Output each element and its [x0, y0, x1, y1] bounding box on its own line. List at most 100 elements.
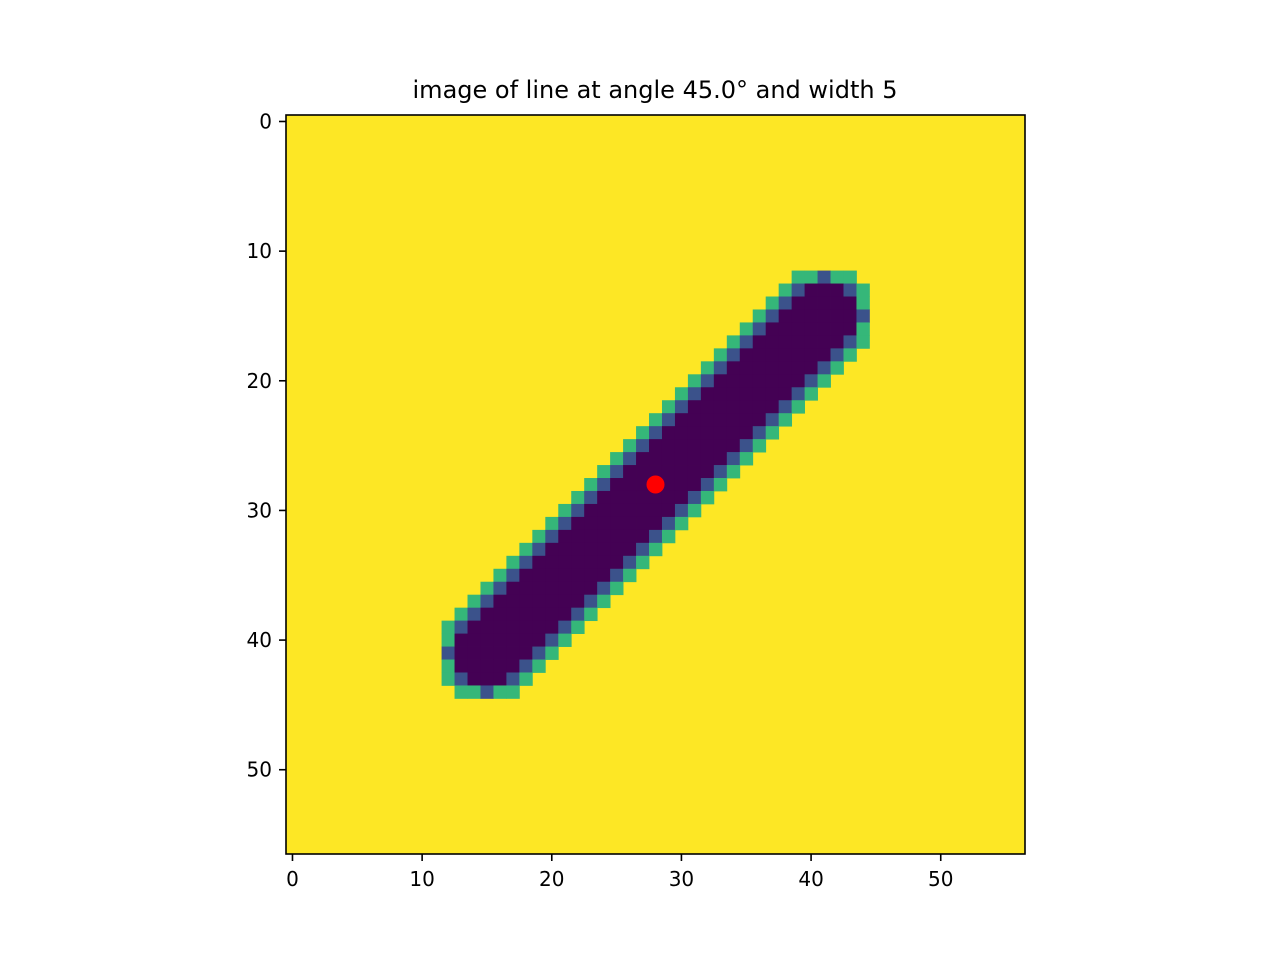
image-pixel: [597, 581, 611, 596]
image-pixel: [804, 296, 818, 310]
image-pixel: [765, 374, 780, 388]
image-pixel: [649, 452, 663, 466]
image-pixel: [493, 607, 507, 622]
image-pixel: [700, 400, 715, 414]
image-pixel: [610, 452, 624, 466]
image-pixel: [597, 478, 611, 492]
image-pixel: [765, 335, 780, 349]
image-pixel: [726, 400, 741, 414]
x-tick-label: 40: [798, 867, 823, 891]
image-pixel: [610, 465, 624, 479]
image-pixel: [791, 348, 805, 362]
image-pixel: [843, 335, 857, 349]
image-pixel: [597, 542, 611, 557]
image-pixel: [493, 581, 507, 596]
image-pixel: [649, 439, 663, 453]
image-pixel: [700, 452, 715, 466]
image-pixel: [454, 633, 468, 647]
image-pixel: [817, 374, 831, 388]
image-pixel: [830, 296, 844, 310]
image-pixel: [519, 581, 533, 596]
image-pixel: [804, 270, 818, 284]
image-pixel: [506, 685, 520, 699]
image-pixel: [636, 555, 650, 570]
image-pixel: [493, 568, 507, 583]
image-pixel: [830, 309, 844, 323]
image-pixel: [778, 335, 793, 349]
image-pixel: [674, 516, 689, 531]
image-pixel: [700, 426, 715, 440]
image-pixel: [843, 270, 857, 284]
image-pixel: [726, 387, 741, 401]
image-pixel: [856, 335, 870, 349]
image-pixel: [532, 594, 546, 609]
image-pixel: [584, 542, 598, 557]
image-pixel: [506, 620, 520, 634]
image-pixel: [610, 542, 624, 557]
image-pixel: [584, 516, 598, 531]
image-pixel: [778, 413, 793, 427]
x-tick-label: 30: [669, 867, 694, 891]
image-pixel: [558, 529, 572, 544]
image-pixel: [467, 659, 481, 673]
image-pixel: [610, 516, 624, 531]
image-pixel: [519, 620, 533, 634]
image-pixel: [519, 568, 533, 583]
image-pixel: [480, 685, 494, 699]
image-pixel: [765, 387, 780, 401]
image-pixel: [726, 361, 741, 375]
image-pixel: [765, 413, 780, 427]
image-pixel: [571, 542, 585, 557]
image-pixel: [687, 439, 702, 453]
image-pixel: [558, 633, 572, 647]
image-pixel: [519, 646, 533, 660]
image-pixel: [571, 594, 585, 609]
image-pixel: [700, 490, 715, 505]
image-pixel: [519, 594, 533, 609]
x-axis: 0 10 20 30 40 50: [286, 854, 953, 891]
image-pixel: [661, 426, 676, 440]
image-pixel: [480, 620, 494, 634]
image-pixel: [700, 387, 715, 401]
y-tick-label: 0: [259, 109, 272, 133]
image-pixel: [804, 283, 818, 297]
image-pixel: [454, 646, 468, 660]
image-pixel: [778, 283, 793, 297]
image-pixel: [467, 620, 481, 634]
image-pixel: [752, 426, 767, 440]
image-pixel: [830, 361, 844, 375]
image-pixel: [791, 296, 805, 310]
image-pixel: [687, 490, 702, 505]
image-pixel: [519, 607, 533, 622]
image-pixel: [571, 620, 585, 634]
image-pixel: [480, 646, 494, 660]
image-pixel: [597, 529, 611, 544]
image-pixel: [661, 465, 676, 479]
image-pixel: [713, 439, 728, 453]
image-pixel: [752, 387, 767, 401]
image-pixel: [713, 413, 728, 427]
image-pixel: [817, 283, 831, 297]
image-pixel: [571, 581, 585, 596]
image-pixel: [571, 568, 585, 583]
image-pixel: [713, 387, 728, 401]
image-pixel: [791, 283, 805, 297]
image-pixel: [597, 490, 611, 505]
image-pixel: [830, 335, 844, 349]
image-pixel: [467, 633, 481, 647]
image-pixel: [739, 452, 754, 466]
image-pixel: [467, 672, 481, 686]
image-pixel: [610, 555, 624, 570]
image-pixel: [623, 516, 637, 531]
image-pixel: [558, 542, 572, 557]
image-pixel: [532, 607, 546, 622]
x-tick-label: 10: [409, 867, 434, 891]
image-pixel: [778, 374, 793, 388]
axes-frame: [285, 114, 1026, 855]
image-pixel: [532, 659, 546, 673]
image-pixel: [584, 594, 598, 609]
image-pixel: [830, 270, 844, 284]
image-pixel: [623, 452, 637, 466]
image-pixel: [597, 555, 611, 570]
image-pixel: [519, 672, 533, 686]
